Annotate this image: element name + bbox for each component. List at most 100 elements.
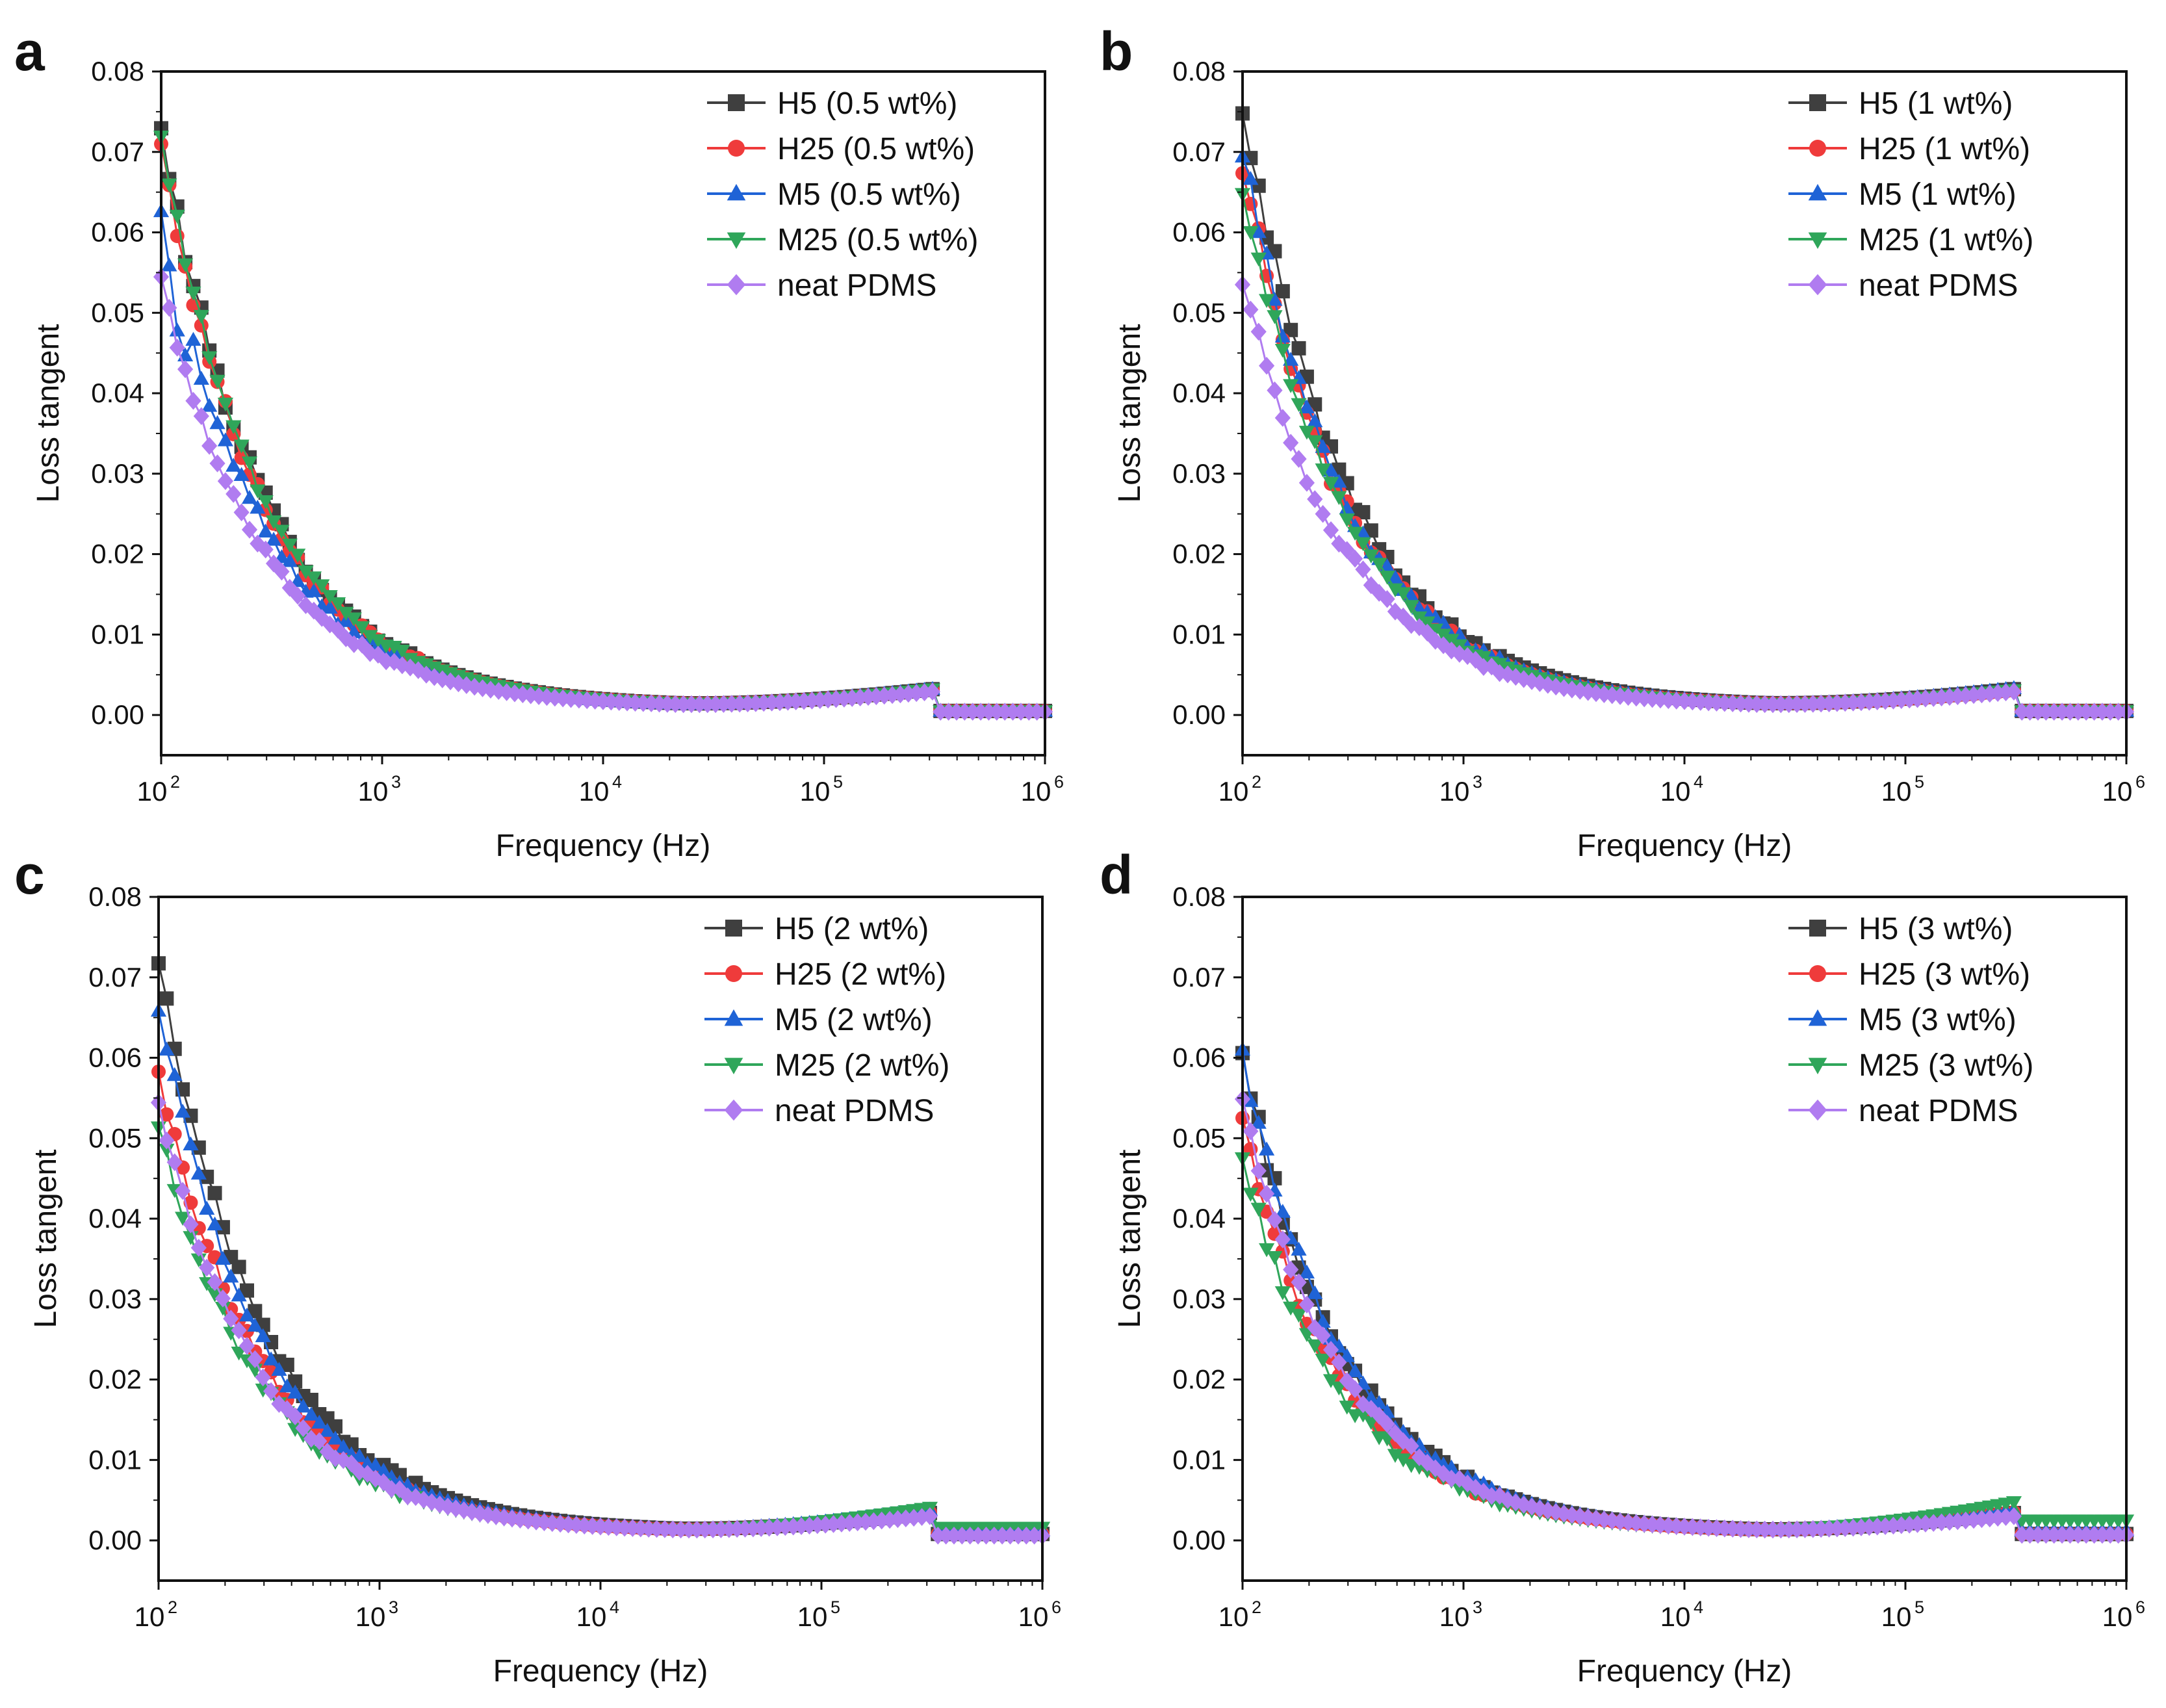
data-point: [498, 683, 515, 701]
x-tick-exponent: 6: [2135, 1598, 2145, 1617]
data-point: [1274, 328, 1291, 343]
legend-label: M25 (2 wt%): [775, 1048, 949, 1083]
data-point: [2046, 703, 2062, 721]
data-point: [756, 693, 772, 712]
data-point: [1267, 310, 1283, 324]
data-point: [860, 688, 877, 706]
data-point: [217, 432, 234, 446]
x-tick-label: 10: [355, 1601, 386, 1632]
data-point: [2062, 703, 2078, 721]
data-point: [367, 1457, 383, 1471]
data-point: [257, 495, 274, 510]
legend-a: H5 (0.5 wt%) H25 (0.5 wt%) M5 (0.5 wt%) M25…: [707, 86, 978, 303]
data-point: [769, 1518, 786, 1536]
data-point: [1267, 292, 1283, 306]
data-point: [161, 257, 177, 272]
data-point: [394, 645, 411, 659]
data-point: [240, 1283, 254, 1298]
legend-label: H5 (0.5 wt%): [777, 86, 957, 121]
data-point: [2070, 1525, 2086, 1544]
data-point: [713, 1520, 729, 1538]
data-point: [667, 695, 684, 714]
data-point: [303, 1392, 318, 1407]
legend-marker: [1808, 274, 1827, 296]
data-point: [223, 1268, 239, 1283]
x-tick-label: 10: [137, 776, 168, 807]
data-point: [1018, 1526, 1035, 1545]
data-point: [226, 485, 242, 503]
data-point: [354, 635, 370, 654]
data-point: [1274, 344, 1291, 358]
data-point: [704, 1520, 721, 1538]
data-point: [1258, 294, 1275, 308]
y-tick-label: 0.06: [91, 217, 144, 248]
data-point: [193, 407, 209, 425]
data-point: [169, 209, 185, 224]
data-point: [265, 554, 282, 573]
data-point: [319, 1442, 335, 1461]
data-point: [241, 489, 258, 504]
data-point: [2062, 1525, 2078, 1544]
x-tick-exponent: 5: [1915, 772, 1924, 792]
data-point: [1298, 426, 1315, 440]
data-point: [209, 374, 226, 389]
series-neat: [150, 1093, 1051, 1545]
data-point: [2054, 703, 2070, 721]
x-tick-label: 10: [2102, 1601, 2133, 1632]
data-point: [1339, 513, 1355, 528]
data-point: [287, 1407, 303, 1426]
x-tick-exponent: 6: [1054, 772, 1064, 792]
data-point: [298, 596, 314, 614]
x-tick-label: 10: [1660, 776, 1691, 807]
data-point: [1258, 1185, 1275, 1203]
data-point: [707, 695, 724, 714]
data-point: [844, 689, 860, 707]
x-tick-label: 10: [135, 1601, 165, 1632]
data-point: [1749, 695, 1765, 713]
data-point: [675, 695, 691, 714]
data-point: [177, 360, 194, 378]
data-point: [1291, 398, 1307, 413]
legend-marker: [1808, 1009, 1827, 1026]
data-point: [1250, 224, 1267, 239]
data-point: [1355, 525, 1371, 539]
data-point: [1387, 1449, 1404, 1463]
data-point: [962, 1526, 978, 1545]
data-point: [233, 467, 250, 481]
data-point: [536, 1513, 552, 1531]
data-point: [1243, 1122, 1259, 1141]
data-point: [199, 1258, 215, 1277]
data-point: [328, 1419, 342, 1434]
data-point: [2110, 1525, 2126, 1544]
data-point: [994, 1526, 1011, 1545]
data-point: [265, 532, 282, 546]
data-point: [1029, 703, 1045, 721]
legend-marker: [727, 274, 746, 296]
x-tick-exponent: 5: [831, 1598, 840, 1617]
data-point: [1250, 252, 1267, 267]
data-point: [1307, 1285, 1323, 1299]
data-point: [1307, 1339, 1323, 1354]
y-tick-label: 0.02: [1172, 539, 1226, 569]
legend-label: H25 (1 wt%): [1859, 132, 2030, 166]
data-point: [1322, 1341, 1339, 1359]
legend-marker: [1808, 1099, 1827, 1121]
data-point: [2022, 1525, 2038, 1544]
data-point: [539, 688, 555, 706]
data-point: [226, 458, 242, 472]
legend-marker: [1808, 232, 1827, 249]
data-point: [257, 540, 274, 559]
data-point: [1002, 1526, 1018, 1545]
data-point: [1291, 1308, 1307, 1323]
legend-label: M5 (1 wt%): [1859, 177, 2017, 212]
data-point: [876, 686, 892, 705]
x-tick-label: 10: [1439, 776, 1470, 807]
data-point: [1258, 357, 1275, 375]
data-point: [1379, 1415, 1395, 1433]
data-point: [680, 1520, 697, 1539]
data-point: [1258, 1141, 1275, 1156]
legend-label: neat PDMS: [1859, 268, 2018, 303]
x-tick-exponent: 2: [1252, 1598, 1261, 1617]
x-tick-exponent: 3: [389, 1598, 398, 1617]
